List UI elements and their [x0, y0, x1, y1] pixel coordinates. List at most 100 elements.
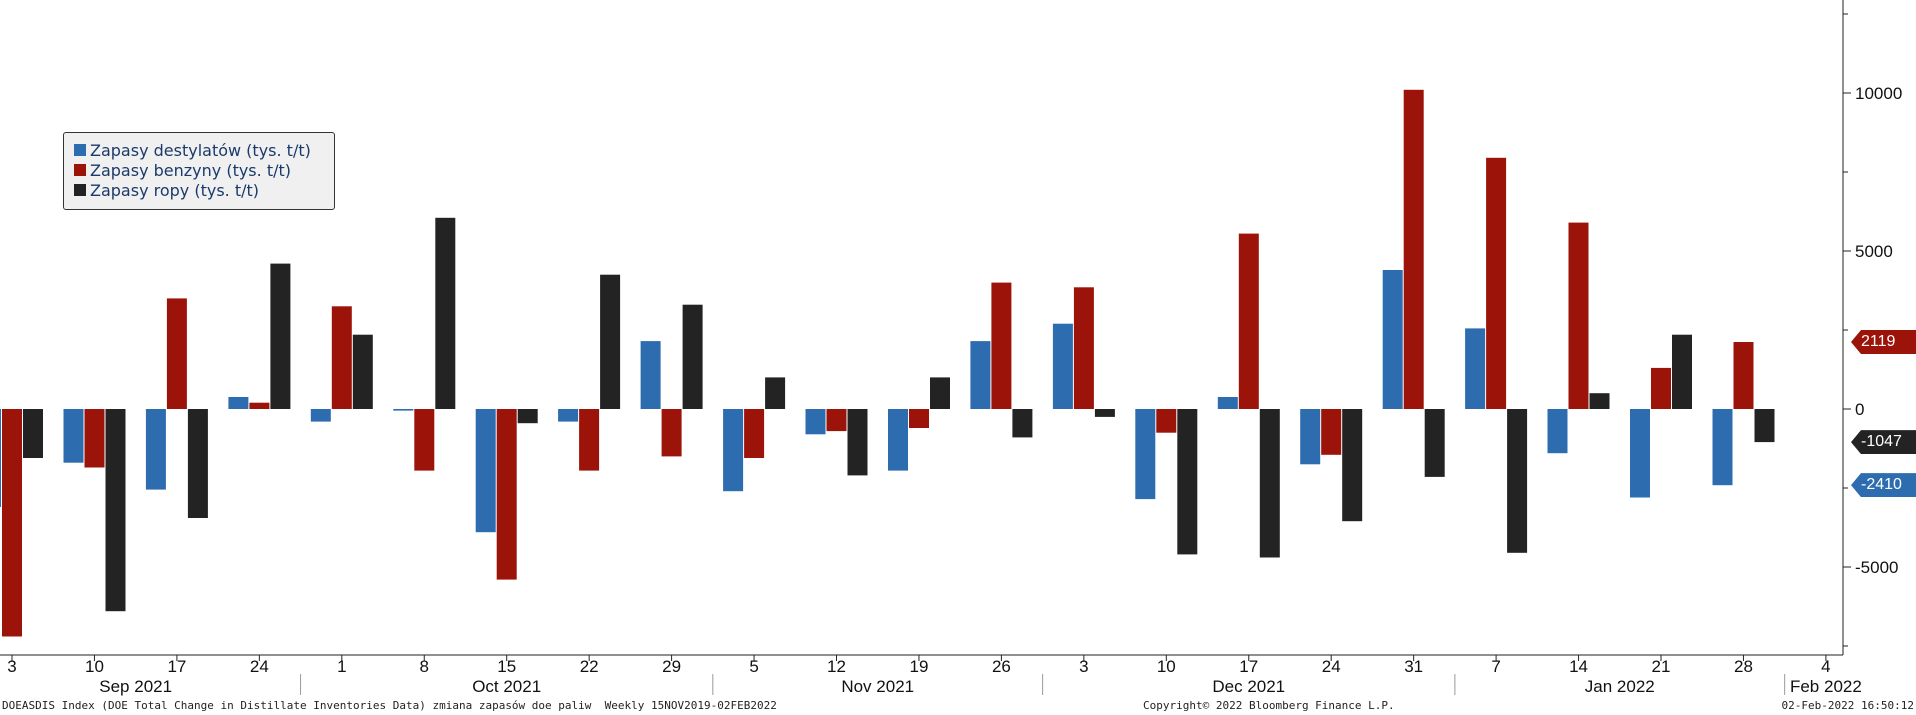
bar-distillates-8 [640, 341, 661, 409]
bar-crude-0 [23, 409, 43, 458]
legend-label-gasoline: Zapasy benzyny (tys. t/t) [90, 160, 291, 180]
bar-gasoline-20 [1651, 367, 1671, 409]
x-tick-label: 28 [1734, 657, 1753, 676]
bar-crude-17 [1424, 409, 1445, 477]
bar-distillates-15 [1217, 397, 1238, 409]
last-value-badge-gasoline: 2119 [1851, 330, 1916, 355]
bar-distillates-17 [1382, 270, 1403, 409]
bar-gasoline-3 [249, 402, 270, 409]
bar-gasoline-17 [1403, 89, 1424, 410]
x-tick-label: 1 [337, 657, 346, 676]
bar-crude-13 [1094, 409, 1115, 417]
bar-distillates-2 [145, 409, 166, 490]
bar-distillates-11 [888, 409, 908, 471]
bar-crude-7 [600, 274, 621, 409]
x-tick-label: 12 [827, 657, 846, 676]
month-label: Oct 2021 [472, 677, 541, 696]
x-tick-label: 17 [167, 657, 186, 676]
x-tick-label: 10 [1157, 657, 1176, 676]
bar-distillates-4 [310, 409, 331, 422]
last-value-badge-crude: -1047 [1851, 430, 1916, 455]
chart-legend: Zapasy destylatów (tys. t/t) Zapasy benz… [63, 132, 335, 210]
bar-gasoline-21 [1733, 342, 1754, 409]
bar-gasoline-9 [744, 409, 765, 458]
bar-crude-6 [517, 409, 538, 424]
x-tick-label: 31 [1404, 657, 1423, 676]
bar-gasoline-1 [84, 409, 105, 468]
x-tick-label: 26 [992, 657, 1011, 676]
bar-distillates-7 [558, 409, 579, 422]
bar-distillates-12 [970, 341, 991, 409]
month-label: Sep 2021 [99, 677, 172, 696]
legend-label-crude: Zapasy ropy (tys. t/t) [90, 180, 260, 200]
x-tick-label: 17 [1239, 657, 1258, 676]
y-tick-label: -5000 [1855, 558, 1898, 577]
bar-gasoline-12 [991, 282, 1012, 409]
month-label: Feb 2022 [1790, 677, 1862, 696]
footer-copyright: Copyright© 2022 Bloomberg Finance L.P. [1143, 699, 1395, 712]
legend-item-gasoline: Zapasy benzyny (tys. t/t) [74, 160, 324, 180]
x-tick-label: 10 [85, 657, 104, 676]
bar-crude-8 [682, 304, 703, 409]
bar-crude-11 [930, 377, 950, 409]
bar-gasoline-13 [1073, 287, 1094, 409]
bar-crude-2 [187, 409, 208, 518]
legend-item-crude: Zapasy ropy (tys. t/t) [74, 180, 324, 200]
y-tick-label: 0 [1855, 400, 1864, 419]
bar-distillates-9 [723, 409, 744, 492]
bar-gasoline-5 [414, 409, 435, 471]
bar-gasoline-2 [166, 298, 187, 409]
bar-distillates-14 [1135, 409, 1156, 500]
axes-group: -5000 0 5000 10000 3 10 17 24 1 8 15 22 29 5 12 19 26 3 10… [0, 0, 1902, 696]
legend-label-distillates: Zapasy destylatów (tys. t/t) [90, 140, 311, 160]
bar-gasoline-4 [331, 306, 352, 409]
x-tick-label: 24 [1322, 657, 1341, 676]
bar-distillates-3 [228, 397, 249, 409]
bar-crude-4 [352, 334, 373, 409]
bar-crude-16 [1342, 409, 1363, 522]
x-tick-label: 4 [1821, 657, 1830, 676]
bar-gasoline-6 [496, 409, 517, 580]
bar-distillates-10 [805, 409, 826, 435]
month-label: Nov 2021 [841, 677, 914, 696]
month-label: Jan 2022 [1585, 677, 1655, 696]
bar-distillates-16 [1300, 409, 1321, 465]
bar-distillates-5 [393, 409, 414, 411]
footer-source: DOEASDIS Index (DOE Total Change in Dist… [2, 699, 777, 712]
y-tick-label: 5000 [1855, 242, 1893, 261]
x-tick-label: 3 [1079, 657, 1088, 676]
legend-swatch-distillates [74, 144, 86, 156]
bar-distillates-13 [1052, 323, 1073, 409]
bar-distillates-0 [0, 409, 1, 507]
bar-gasoline-14 [1156, 409, 1177, 433]
y-tick-label: 10000 [1855, 84, 1902, 103]
bar-crude-10 [847, 409, 868, 476]
bar-gasoline-8 [661, 409, 682, 457]
x-tick-label: 7 [1491, 657, 1500, 676]
bar-gasoline-10 [826, 409, 847, 432]
bar-gasoline-11 [909, 409, 929, 428]
bar-gasoline-7 [579, 409, 600, 471]
last-value-badge-distillates: -2410 [1851, 473, 1916, 498]
x-tick-label: 8 [420, 657, 429, 676]
x-tick-label: 21 [1652, 657, 1671, 676]
bar-crude-3 [270, 263, 291, 409]
bar-distillates-20 [1630, 409, 1650, 498]
bar-crude-12 [1012, 409, 1033, 438]
bar-crude-15 [1259, 409, 1280, 558]
bar-gasoline-18 [1486, 157, 1507, 409]
bar-crude-20 [1672, 334, 1692, 409]
x-tick-label: 19 [909, 657, 928, 676]
x-tick-label: 15 [497, 657, 516, 676]
bar-distillates-6 [475, 409, 496, 533]
bar-crude-21 [1754, 409, 1775, 443]
x-tick-label: 3 [7, 657, 16, 676]
legend-swatch-crude [74, 184, 86, 196]
x-tick-label: 29 [662, 657, 681, 676]
bar-distillates-19 [1547, 409, 1568, 454]
bar-gasoline-15 [1238, 233, 1259, 409]
bar-crude-14 [1177, 409, 1198, 555]
bar-distillates-21 [1712, 409, 1733, 486]
x-tick-label: 5 [749, 657, 758, 676]
